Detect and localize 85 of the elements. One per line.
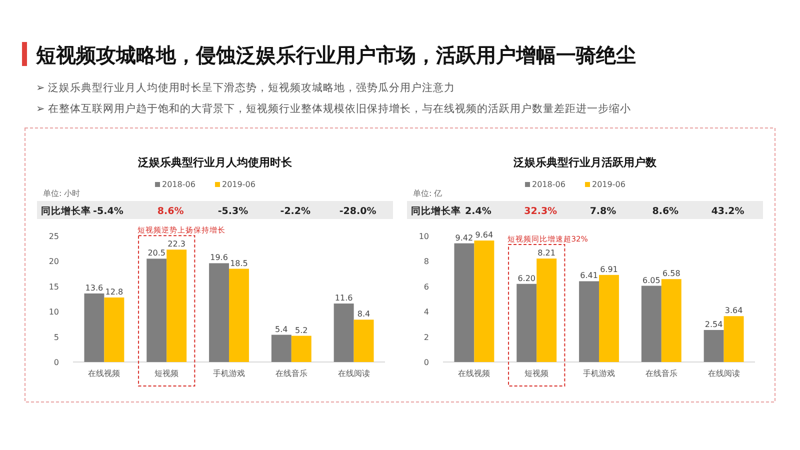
x-tick-label: 短视频 xyxy=(524,369,549,378)
text: 同比增长率 xyxy=(411,205,461,217)
text: 7.8% xyxy=(590,206,617,217)
y-tick-label: 5 xyxy=(54,332,59,342)
x-tick-label: 手机游戏 xyxy=(213,369,245,378)
text: -2.2% xyxy=(280,206,312,217)
y-axis-title: 单位: 亿 xyxy=(413,189,442,198)
x-tick-label: 短视频 xyxy=(154,369,179,378)
bar xyxy=(166,250,187,362)
data-label: 8.21 xyxy=(538,248,556,258)
bar xyxy=(229,268,249,362)
bar xyxy=(271,334,292,362)
bar xyxy=(104,297,124,362)
chart-title: 泛娱乐典型行业月活跃用户数 xyxy=(512,156,658,169)
legend-label: 2018-06 xyxy=(162,180,196,189)
x-tick-label: 在线音乐 xyxy=(645,369,678,378)
bar xyxy=(84,293,104,362)
bar xyxy=(704,330,724,362)
data-label: 2.54 xyxy=(704,320,723,329)
text: 2.4% xyxy=(465,206,492,217)
text: 32.3% xyxy=(524,206,558,217)
data-label: 18.5 xyxy=(230,258,248,268)
data-label: 8.4 xyxy=(357,310,370,319)
data-label: 20.5 xyxy=(148,248,166,258)
bar xyxy=(516,284,537,362)
text: ➢ 在整体互联网用户趋于饱和的大背景下，短视频行业整体规模依旧保持增长，与在线视频的活跃用户数量差距进一步缩小 xyxy=(36,102,632,115)
data-label: 5.4 xyxy=(275,324,288,334)
data-label: 12.8 xyxy=(105,287,124,296)
text: 43.2% xyxy=(711,206,745,217)
y-tick-label: 0 xyxy=(424,358,429,367)
y-tick-label: 4 xyxy=(424,308,429,317)
chart-title: 泛娱乐典型行业月人均使用时长 xyxy=(137,156,293,169)
data-label: 3.64 xyxy=(724,306,743,316)
y-tick-label: 0 xyxy=(54,358,59,367)
x-tick-label: 在线阅读 xyxy=(338,369,370,378)
bar xyxy=(146,258,167,362)
bar xyxy=(661,279,682,362)
y-tick-label: 6 xyxy=(424,282,429,292)
data-label: 6.91 xyxy=(600,264,618,274)
data-label: 5.2 xyxy=(295,326,308,335)
data-label: 13.6 xyxy=(85,283,104,292)
data-label: 6.41 xyxy=(580,271,598,280)
legend-label: 2018-06 xyxy=(532,180,566,189)
x-tick-label: 在线阅读 xyxy=(708,369,740,378)
bar xyxy=(354,320,374,362)
x-tick-label: 在线音乐 xyxy=(275,369,308,378)
x-tick-label: 在线视频 xyxy=(88,369,120,378)
data-label: 6.20 xyxy=(518,274,536,283)
data-label: 9.42 xyxy=(455,233,474,242)
bar xyxy=(209,263,229,362)
data-label: 22.3 xyxy=(168,240,186,249)
y-tick-label: 2 xyxy=(424,332,429,342)
text: -5.4% xyxy=(93,206,124,217)
data-label: 6.58 xyxy=(662,269,680,278)
text: 短视频攻城略地，侵蚀泛娱乐行业用户市场，活跃用户增幅一骑绝尘 xyxy=(35,43,636,67)
data-label: 11.6 xyxy=(334,294,353,303)
bar xyxy=(474,240,494,362)
data-label: 19.6 xyxy=(210,253,228,262)
bar xyxy=(641,286,662,362)
bar xyxy=(724,316,744,362)
y-tick-label: 10 xyxy=(418,232,429,241)
text: 同比增长率 xyxy=(41,205,91,217)
x-tick-label: 手机游戏 xyxy=(583,369,615,378)
y-axis-title: 单位: 小时 xyxy=(43,189,80,198)
text: 8.6% xyxy=(652,206,680,217)
text: 8.6% xyxy=(157,206,184,217)
bar xyxy=(334,304,354,362)
x-tick-label: 在线视频 xyxy=(458,369,490,378)
legend-label: 2019-06 xyxy=(222,180,256,189)
text: -28.0% xyxy=(339,206,377,217)
bar xyxy=(579,281,599,362)
bar xyxy=(599,274,619,362)
bar xyxy=(454,243,474,362)
text: ➢ 泛娱乐典型行业月人均使用时长呈下滑态势，短视频攻城略地，强势瓜分用户注意力 xyxy=(36,81,456,94)
legend-label: 2019-06 xyxy=(592,180,626,189)
data-label: 6.05 xyxy=(642,276,660,285)
text: -5.3% xyxy=(218,206,249,217)
y-tick-label: 10 xyxy=(48,308,59,317)
bar xyxy=(291,336,312,362)
y-tick-label: 25 xyxy=(48,232,59,241)
data-label: 9.64 xyxy=(475,230,494,240)
y-tick-label: 8 xyxy=(424,257,429,266)
y-tick-label: 20 xyxy=(48,257,59,266)
bar xyxy=(536,258,557,362)
y-tick-label: 15 xyxy=(48,282,59,292)
